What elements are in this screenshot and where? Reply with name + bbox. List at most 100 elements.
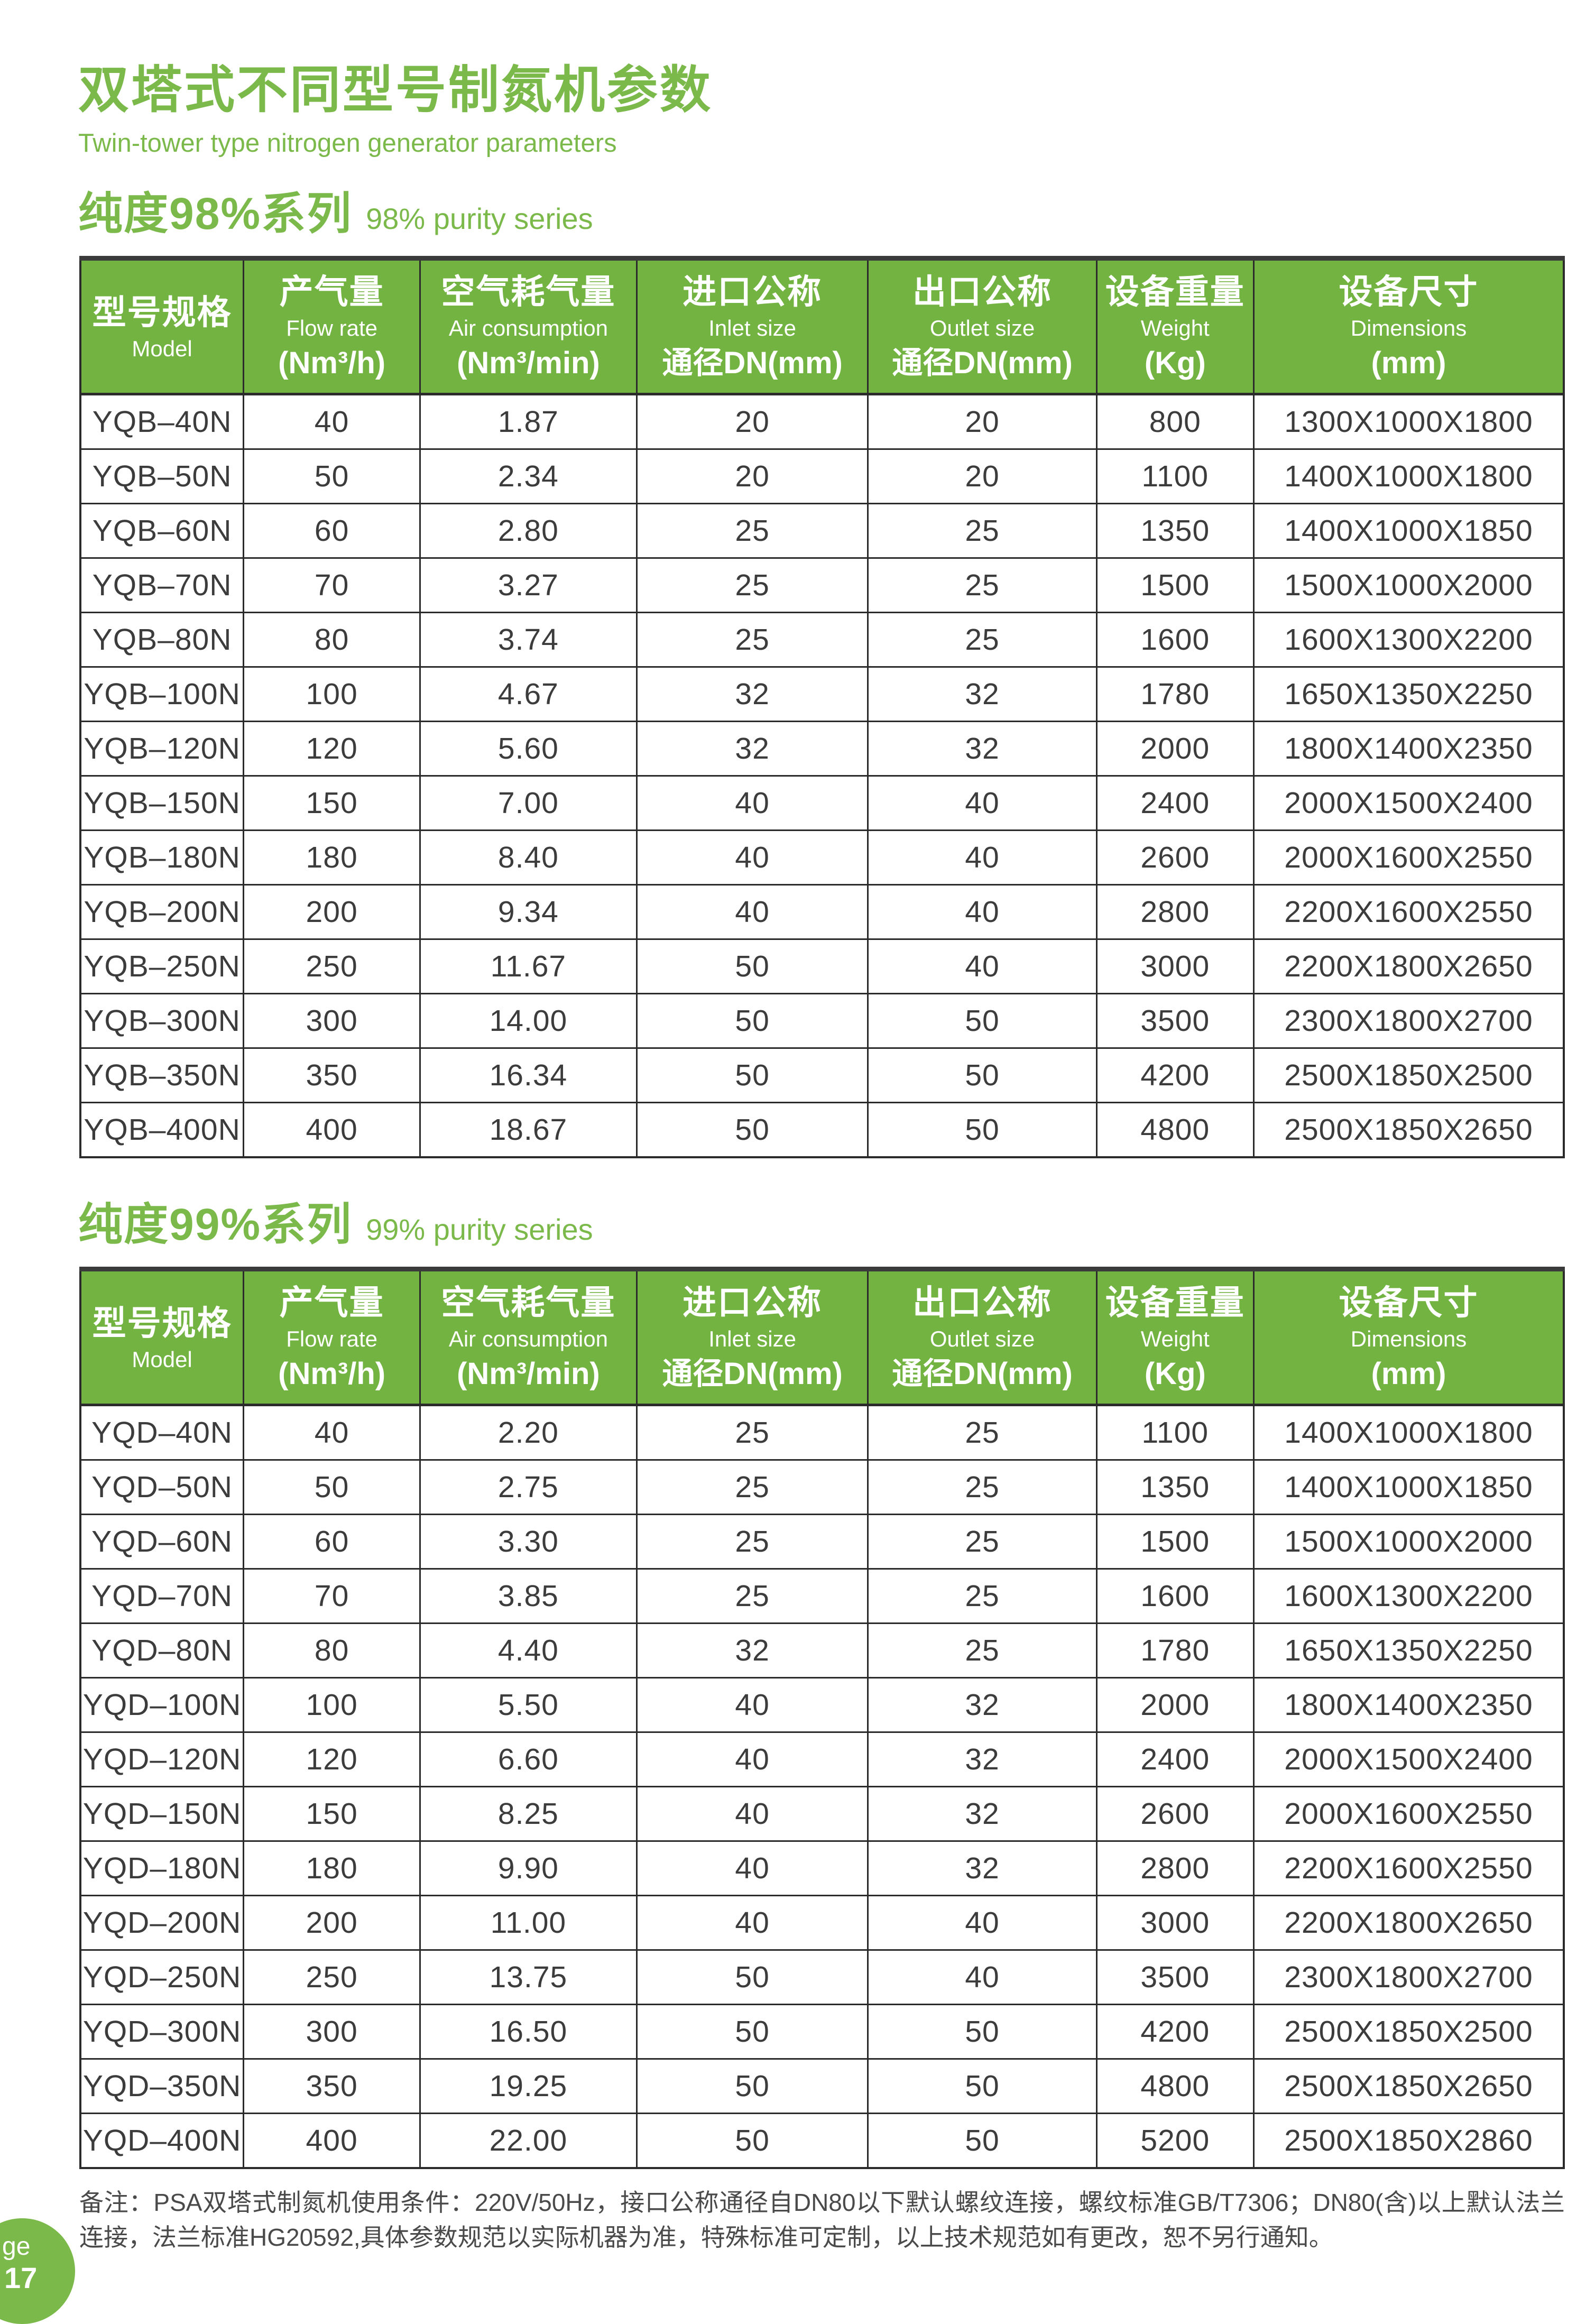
- header-row: 型号规格 Model 产气量 Flow rate (Nm³/h) 空气耗气量 Air con…: [79, 1268, 1565, 1406]
- table-row: YQD–300N 300 16.50 50 50 4200 2500X1850X2500: [79, 2004, 1565, 2060]
- value-cell: 200: [243, 1895, 421, 1951]
- page-number-badge: ge 17: [0, 2218, 75, 2324]
- value-cell: 2.20: [419, 1404, 638, 1461]
- value-cell: 1100: [1095, 448, 1255, 504]
- value-cell: 2200X1600X2550: [1253, 884, 1565, 940]
- model-cell: YQD–300N: [79, 2004, 245, 2060]
- value-cell: 2800: [1095, 1840, 1255, 1896]
- table-head: 型号规格 Model 产气量 Flow rate (Nm³/h) 空气耗气量 Air con…: [79, 1268, 1565, 1406]
- model-cell: YQB–150N: [79, 775, 245, 831]
- value-cell: 25: [867, 1622, 1098, 1679]
- model-cell: YQD–120N: [79, 1731, 245, 1787]
- section-heading-98-cn: 纯度98%系列: [78, 189, 353, 238]
- model-cell: YQB–40N: [79, 393, 245, 450]
- column-header: 型号规格 Model: [79, 257, 245, 395]
- value-cell: 25: [867, 1459, 1098, 1515]
- value-cell: 50: [243, 1459, 421, 1515]
- model-cell: YQB–250N: [79, 938, 245, 994]
- value-cell: 1600: [1095, 612, 1255, 668]
- table-row: YQD–60N 60 3.30 25 25 1500 1500X1000X2000: [79, 1514, 1565, 1570]
- value-cell: 50: [867, 1102, 1098, 1158]
- value-cell: 2000: [1095, 1677, 1255, 1733]
- value-cell: 50: [635, 2113, 869, 2169]
- column-header: 出口公称 Outlet size 通径DN(mm): [867, 257, 1098, 395]
- table-row: YQB–50N 50 2.34 20 20 1100 1400X1000X1800: [79, 448, 1565, 504]
- value-cell: 25: [635, 503, 869, 559]
- value-cell: 4.67: [419, 666, 638, 722]
- value-cell: 50: [635, 2058, 869, 2114]
- model-cell: YQD–80N: [79, 1622, 245, 1679]
- parameters-table-98: 型号规格 Model 产气量 Flow rate (Nm³/h) 空气耗气量 Air con…: [79, 256, 1565, 1158]
- column-header: 产气量 Flow rate (Nm³/h): [243, 1268, 421, 1406]
- value-cell: 2.75: [419, 1459, 638, 1515]
- value-cell: 2300X1800X2700: [1253, 993, 1565, 1049]
- model-cell: YQD–70N: [79, 1568, 245, 1624]
- model-cell: YQD–100N: [79, 1677, 245, 1733]
- model-cell: YQD–350N: [79, 2058, 245, 2114]
- model-cell: YQB–400N: [79, 1102, 245, 1158]
- value-cell: 1.87: [419, 393, 638, 450]
- table-row: YQD–400N 400 22.00 50 50 5200 2500X1850X2860: [79, 2113, 1565, 2169]
- value-cell: 18.67: [419, 1102, 638, 1158]
- column-header: 空气耗气量 Air consumption (Nm³/min): [419, 1268, 638, 1406]
- value-cell: 4200: [1095, 1047, 1255, 1103]
- value-cell: 1400X1000X1800: [1253, 448, 1565, 504]
- value-cell: 50: [635, 1047, 869, 1103]
- value-cell: 40: [635, 1840, 869, 1896]
- value-cell: 1400X1000X1850: [1253, 1459, 1565, 1515]
- value-cell: 25: [867, 1404, 1098, 1461]
- value-cell: 40: [635, 829, 869, 886]
- value-cell: 200: [243, 884, 421, 940]
- value-cell: 100: [243, 666, 421, 722]
- value-cell: 1800X1400X2350: [1253, 1677, 1565, 1733]
- value-cell: 25: [635, 1404, 869, 1461]
- value-cell: 2600: [1095, 829, 1255, 886]
- value-cell: 40: [867, 1949, 1098, 2005]
- value-cell: 25: [635, 557, 869, 613]
- value-cell: 50: [867, 993, 1098, 1049]
- value-cell: 50: [867, 2004, 1098, 2060]
- page-subtitle: Twin-tower type nitrogen generator param…: [78, 129, 617, 158]
- value-cell: 2500X1850X2650: [1253, 1102, 1565, 1158]
- value-cell: 40: [243, 393, 421, 450]
- value-cell: 20: [635, 393, 869, 450]
- value-cell: 11.67: [419, 938, 638, 994]
- header-row: 型号规格 Model 产气量 Flow rate (Nm³/h) 空气耗气量 Air con…: [79, 257, 1565, 395]
- section-heading-99: 纯度99%系列 99% purity series: [78, 1189, 1586, 1253]
- table-row: YQB–300N 300 14.00 50 50 3500 2300X1800X2700: [79, 993, 1565, 1049]
- value-cell: 1100: [1095, 1404, 1255, 1461]
- value-cell: 4200: [1095, 2004, 1255, 2060]
- table-row: YQB–60N 60 2.80 25 25 1350 1400X1000X1850: [79, 503, 1565, 559]
- value-cell: 3.30: [419, 1514, 638, 1570]
- value-cell: 20: [867, 448, 1098, 504]
- value-cell: 2400: [1095, 775, 1255, 831]
- table-row: YQB–400N 400 18.67 50 50 4800 2500X1850X2650: [79, 1102, 1565, 1158]
- value-cell: 2000X1500X2400: [1253, 775, 1565, 831]
- section-heading-98: 纯度98%系列 98% purity series: [78, 178, 1586, 242]
- model-cell: YQD–40N: [79, 1404, 245, 1461]
- value-cell: 4800: [1095, 1102, 1255, 1158]
- value-cell: 50: [867, 2058, 1098, 2114]
- value-cell: 1650X1350X2250: [1253, 1622, 1565, 1679]
- value-cell: 2500X1850X2860: [1253, 2113, 1565, 2169]
- value-cell: 70: [243, 557, 421, 613]
- value-cell: 1650X1350X2250: [1253, 666, 1565, 722]
- table-row: YQB–40N 40 1.87 20 20 800 1300X1000X1800: [79, 393, 1565, 450]
- value-cell: 50: [635, 993, 869, 1049]
- table-row: YQD–200N 200 11.00 40 40 3000 2200X1800X2650: [79, 1895, 1565, 1951]
- value-cell: 50: [635, 938, 869, 994]
- parameters-table-99: 型号规格 Model 产气量 Flow rate (Nm³/h) 空气耗气量 Air con…: [79, 1267, 1565, 2169]
- value-cell: 40: [867, 938, 1098, 994]
- value-cell: 80: [243, 1622, 421, 1679]
- value-cell: 60: [243, 1514, 421, 1570]
- value-cell: 300: [243, 2004, 421, 2060]
- value-cell: 32: [635, 721, 869, 777]
- section-heading-98-en: 98% purity series: [366, 202, 593, 235]
- table-row: YQD–180N 180 9.90 40 32 2800 2200X1600X2550: [79, 1840, 1565, 1896]
- value-cell: 2200X1600X2550: [1253, 1840, 1565, 1896]
- value-cell: 50: [243, 448, 421, 504]
- table-row: YQD–80N 80 4.40 32 25 1780 1650X1350X2250: [79, 1622, 1565, 1679]
- value-cell: 11.00: [419, 1895, 638, 1951]
- value-cell: 1500: [1095, 1514, 1255, 1570]
- value-cell: 2400: [1095, 1731, 1255, 1787]
